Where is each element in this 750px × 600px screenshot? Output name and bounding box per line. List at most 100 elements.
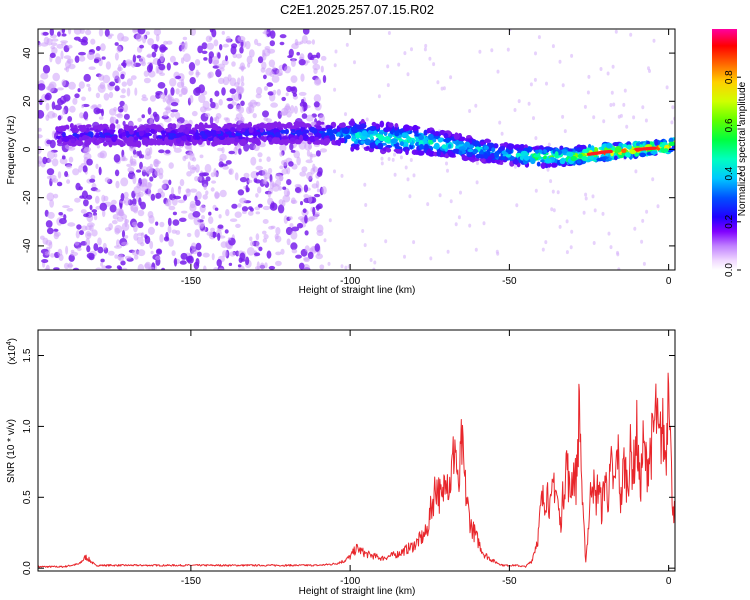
spectrogram-noise-blob (192, 157, 197, 162)
spectrogram-y-axis-label: Frequency (Hz) (6, 116, 17, 185)
spectrogram-noise-blob (345, 42, 349, 47)
spectrogram-noise-blob (263, 86, 268, 91)
spectrogram-noise-blob (186, 232, 192, 238)
spectrogram-noise-blob (599, 67, 603, 71)
spectrogram-signal-blob (622, 143, 628, 148)
colorbar-tick-label: 0.4 (724, 166, 735, 180)
spectrogram-signal-blob (596, 157, 603, 162)
spectrogram-noise-blob (97, 84, 106, 93)
spectrogram-noise-blob (423, 47, 427, 52)
spectrogram-noise-blob (584, 192, 588, 197)
spectrogram-noise-blob (78, 81, 85, 89)
spectrogram-signal-blob (394, 146, 403, 150)
spectrogram-noise-blob (290, 105, 295, 114)
spectrogram-noise-blob (135, 33, 143, 42)
spectrogram-noise-blob (255, 101, 261, 107)
spectrogram-noise-blob (216, 259, 222, 267)
spectrogram-noise-blob (306, 149, 311, 157)
spectrogram-noise-blob (311, 183, 318, 189)
spectrogram-noise-blob (51, 38, 59, 42)
spectrogram-signal-blob (348, 120, 356, 126)
spectrogram-noise-blob (225, 160, 232, 165)
svg-text:(x104): (x104) (6, 338, 18, 365)
spectrogram-signal-blob (199, 122, 205, 130)
spectrogram-signal-blob (225, 140, 232, 146)
spectrogram-signal-blob (364, 138, 371, 146)
spectrogram-signal-blob (443, 132, 449, 139)
spectrogram-noise-blob (257, 186, 262, 194)
spectrogram-noise-blob (124, 255, 132, 260)
spectrogram-noise-blob (191, 242, 197, 251)
spectrogram-noise-blob (57, 31, 61, 37)
spectrogram-noise-blob (272, 89, 277, 96)
snr-frame (37, 329, 676, 572)
spectrogram-noise-blob (272, 66, 276, 70)
spectrogram-noise-blob (120, 260, 126, 266)
spectrogram-signal-blob (540, 162, 546, 170)
spectrogram-noise-blob (176, 81, 185, 88)
spectrogram-signal-blob (211, 124, 218, 129)
spectrogram-noise-blob (340, 264, 344, 269)
spectrogram-noise-blob (38, 156, 43, 164)
spectrogram-noise-blob (225, 35, 231, 44)
spectrogram-noise-blob (482, 221, 486, 226)
spectrogram-noise-blob (214, 90, 220, 97)
spectrogram-noise-blob (78, 55, 86, 62)
spectrogram-noise-blob (645, 209, 649, 214)
spectrogram-noise-blob (286, 190, 291, 197)
spectrogram-noise-blob (132, 54, 137, 63)
spectrogram-noise-blob (333, 169, 336, 174)
spectrogram-signal-blob (399, 141, 404, 147)
spectrogram-noise-blob (165, 95, 172, 104)
spectrogram-noise-blob (304, 230, 309, 236)
spectrogram-noise-blob (58, 212, 63, 216)
spectrogram-noise-blob (193, 216, 200, 226)
spectrogram-signal-blob (145, 132, 153, 137)
spectrogram-signal-blob (483, 139, 492, 143)
spectrogram-noise-blob (601, 211, 605, 216)
spectrogram-noise-blob (209, 116, 214, 125)
spectrogram-noise-blob (42, 31, 49, 36)
spectrogram-noise-blob (582, 210, 586, 215)
spectrogram-signal-blob (570, 155, 577, 162)
spectrogram-noise-blob (201, 215, 205, 220)
spectrogram-noise-blob (113, 106, 117, 112)
spectrogram-noise-blob (116, 113, 123, 119)
spectrogram-noise-blob (178, 186, 182, 190)
spectrogram-noise-blob (474, 247, 478, 252)
spectrogram-signal-blob (467, 157, 475, 161)
spectrogram-noise-blob (633, 226, 637, 231)
spectrogram-noise-blob (74, 55, 80, 63)
spectrogram-noise-blob (66, 164, 72, 169)
spectrogram-noise-blob (80, 209, 87, 214)
spectrogram-noise-blob (262, 205, 271, 211)
spectrogram-noise-blob (47, 158, 52, 163)
spectrogram-noise-blob (225, 55, 228, 62)
spectrogram-signal-blob (319, 139, 325, 145)
spectrogram-noise-blob (647, 66, 650, 71)
spectrogram-noise-blob (565, 250, 569, 255)
spectrogram-noise-blob (198, 172, 207, 177)
spectrogram-signal-blob (577, 153, 583, 159)
spectrogram-noise-blob (253, 144, 260, 152)
spectrogram-noise-blob (147, 266, 155, 270)
spectrogram-signal-blob (326, 128, 333, 134)
spectrogram-signal-blob (201, 134, 208, 140)
spectrogram-noise-blob (214, 172, 219, 178)
spectrogram-noise-blob (98, 116, 104, 120)
spectrogram-signal-blob (289, 137, 296, 142)
spectrogram-noise-blob (429, 256, 433, 261)
spectrogram-noise-blob (275, 179, 282, 187)
spectrogram-signal-blob (483, 153, 489, 159)
spectrogram-noise-blob (102, 242, 107, 250)
spectrogram-noise-blob (263, 74, 267, 80)
spectrogram-noise-blob (629, 32, 633, 37)
spectrogram-noise-blob (446, 168, 449, 173)
colorbar-tick-label: 0.0 (724, 263, 735, 277)
snr-y-tick-label: 0.5 (22, 490, 33, 504)
spectrogram-noise-blob (198, 222, 204, 229)
spectrogram-noise-blob (199, 154, 204, 159)
spectrogram-noise-blob (293, 105, 298, 114)
spectrogram-noise-blob (149, 95, 157, 102)
spectrogram-noise-blob (86, 158, 93, 166)
